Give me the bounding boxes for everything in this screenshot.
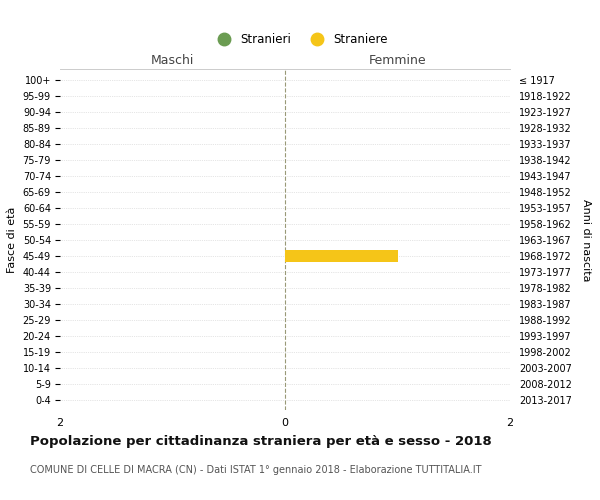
Text: Femmine: Femmine bbox=[368, 54, 427, 68]
Y-axis label: Fasce di età: Fasce di età bbox=[7, 207, 17, 273]
Legend: Stranieri, Straniere: Stranieri, Straniere bbox=[207, 28, 393, 51]
Y-axis label: Anni di nascita: Anni di nascita bbox=[581, 198, 592, 281]
Bar bbox=[285, 250, 398, 262]
Text: Maschi: Maschi bbox=[151, 54, 194, 68]
Text: COMUNE DI CELLE DI MACRA (CN) - Dati ISTAT 1° gennaio 2018 - Elaborazione TUTTIT: COMUNE DI CELLE DI MACRA (CN) - Dati IST… bbox=[30, 465, 482, 475]
Text: Popolazione per cittadinanza straniera per età e sesso - 2018: Popolazione per cittadinanza straniera p… bbox=[30, 435, 492, 448]
